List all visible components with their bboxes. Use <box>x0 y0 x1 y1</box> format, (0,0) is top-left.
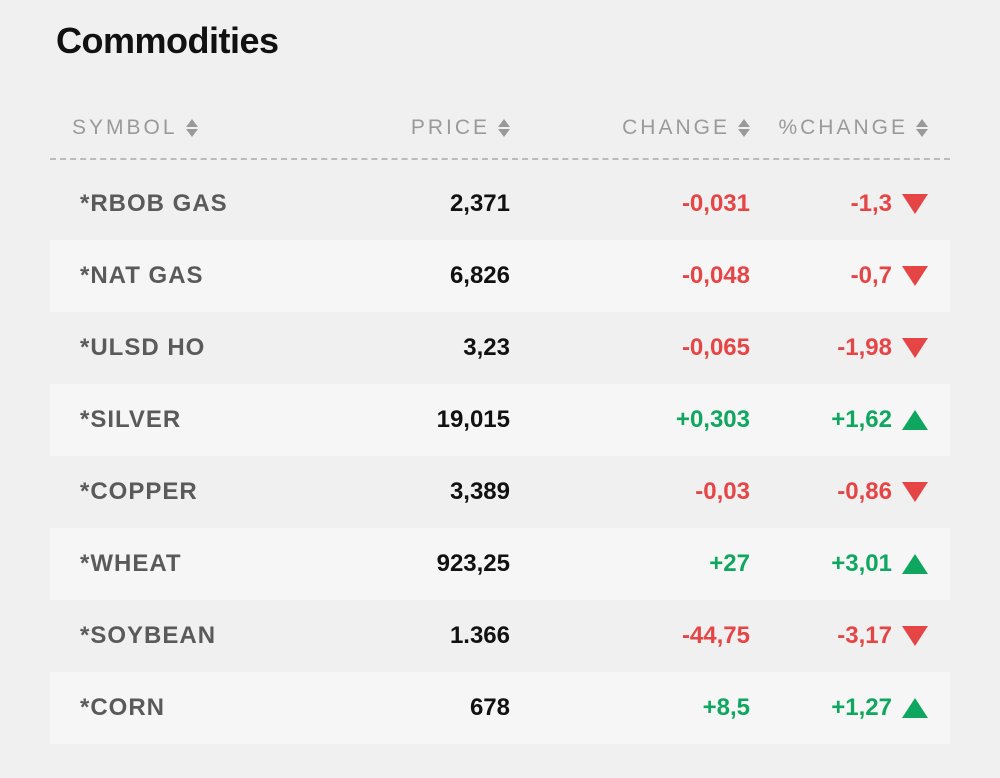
cell-change: +8,5 <box>510 694 750 722</box>
col-header-change[interactable]: CHANGE <box>510 116 750 140</box>
sort-icon <box>916 119 928 137</box>
cell-price: 6,826 <box>310 262 510 290</box>
trend-down-icon <box>902 338 928 358</box>
cell-change: -0,03 <box>510 478 750 506</box>
cell-pct-change: -1,98 <box>750 334 950 362</box>
cell-change: +0,303 <box>510 406 750 434</box>
sort-icon <box>186 119 198 137</box>
table-row[interactable]: *NAT GAS6,826-0,048 -0,7 <box>50 240 950 312</box>
col-header-pct-change[interactable]: %CHANGE <box>750 116 950 140</box>
cell-price: 2,371 <box>310 190 510 218</box>
trend-down-icon <box>902 626 928 646</box>
col-header-price[interactable]: PRICE <box>310 116 510 140</box>
pct-value: -1,3 <box>851 190 892 218</box>
cell-pct-change: +3,01 <box>750 550 950 578</box>
cell-pct-change: +1,27 <box>750 694 950 722</box>
cell-symbol: *WHEAT <box>50 550 310 578</box>
trend-up-icon <box>902 410 928 430</box>
col-header-label: SYMBOL <box>72 116 178 140</box>
cell-change: -0,048 <box>510 262 750 290</box>
pct-value: +3,01 <box>831 550 892 578</box>
pct-value: +1,62 <box>831 406 892 434</box>
table-row[interactable]: *CORN678+8,5 +1,27 <box>50 672 950 744</box>
table-body: *RBOB GAS2,371-0,031-1,3*NAT GAS6,826-0,… <box>50 168 950 744</box>
col-header-symbol[interactable]: SYMBOL <box>50 116 310 140</box>
table-row[interactable]: *ULSD HO3,23-0,065 -1,98 <box>50 312 950 384</box>
cell-symbol: *COPPER <box>50 478 310 506</box>
pct-value: -0,86 <box>837 478 892 506</box>
trend-up-icon <box>902 554 928 574</box>
col-header-label: %CHANGE <box>778 116 908 140</box>
trend-down-icon <box>902 482 928 502</box>
commodities-widget: Commodities SYMBOL PRICE CHANGE <box>0 0 1000 744</box>
cell-price: 3,23 <box>310 334 510 362</box>
cell-symbol: *CORN <box>50 694 310 722</box>
cell-price: 19,015 <box>310 406 510 434</box>
cell-symbol: *RBOB GAS <box>50 190 310 218</box>
trend-up-icon <box>902 698 928 718</box>
cell-symbol: *SILVER <box>50 406 310 434</box>
col-header-label: CHANGE <box>622 116 730 140</box>
table-header-row: SYMBOL PRICE CHANGE <box>50 102 950 160</box>
cell-pct-change: -0,7 <box>750 262 950 290</box>
trend-down-icon <box>902 194 928 214</box>
sort-icon <box>738 119 750 137</box>
col-header-label: PRICE <box>411 116 490 140</box>
cell-price: 3,389 <box>310 478 510 506</box>
page-title: Commodities <box>56 20 950 62</box>
cell-pct-change: +1,62 <box>750 406 950 434</box>
pct-value: -3,17 <box>837 622 892 650</box>
pct-value: +1,27 <box>831 694 892 722</box>
cell-change: +27 <box>510 550 750 578</box>
trend-down-icon <box>902 266 928 286</box>
cell-pct-change: -1,3 <box>750 190 950 218</box>
cell-price: 1.366 <box>310 622 510 650</box>
cell-symbol: *NAT GAS <box>50 262 310 290</box>
pct-value: -0,7 <box>851 262 892 290</box>
cell-pct-change: -3,17 <box>750 622 950 650</box>
cell-pct-change: -0,86 <box>750 478 950 506</box>
cell-price: 923,25 <box>310 550 510 578</box>
table-row[interactable]: *SOYBEAN1.366-44,75 -3,17 <box>50 600 950 672</box>
pct-value: -1,98 <box>837 334 892 362</box>
table-row[interactable]: *WHEAT923,25+27 +3,01 <box>50 528 950 600</box>
cell-symbol: *SOYBEAN <box>50 622 310 650</box>
cell-change: -0,031 <box>510 190 750 218</box>
cell-change: -0,065 <box>510 334 750 362</box>
table-row[interactable]: *COPPER3,389-0,03 -0,86 <box>50 456 950 528</box>
table-row[interactable]: *RBOB GAS2,371-0,031 -1,3 <box>50 168 950 240</box>
cell-change: -44,75 <box>510 622 750 650</box>
cell-price: 678 <box>310 694 510 722</box>
table-row[interactable]: *SILVER19,015+0,303 +1,62 <box>50 384 950 456</box>
commodities-table: SYMBOL PRICE CHANGE <box>50 102 950 744</box>
cell-symbol: *ULSD HO <box>50 334 310 362</box>
sort-icon <box>498 119 510 137</box>
